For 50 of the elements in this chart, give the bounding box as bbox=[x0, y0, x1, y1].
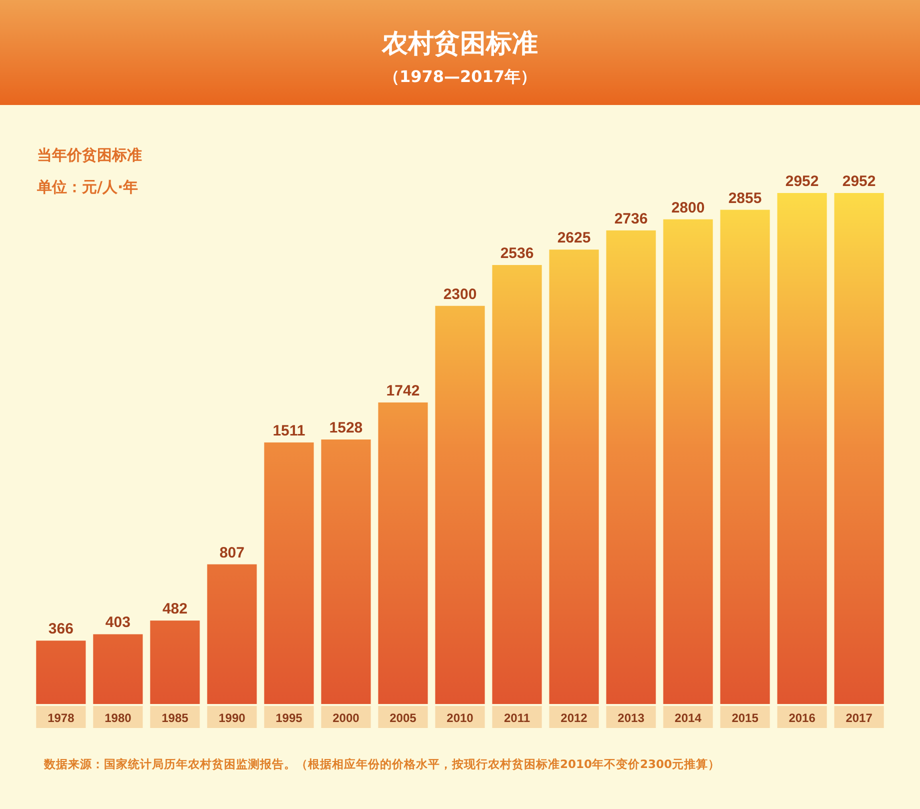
data-label: 1511 bbox=[272, 422, 306, 440]
bar bbox=[93, 634, 143, 704]
x-tick-label: 2015 bbox=[732, 711, 759, 725]
y-axis-title: 当年价贫困标准 bbox=[37, 146, 142, 164]
chart-title: 农村贫困标准 bbox=[381, 29, 538, 59]
annotation: 单位：元/人·年 bbox=[36, 178, 138, 196]
x-tick-label: 2010 bbox=[446, 711, 474, 725]
data-label: 807 bbox=[219, 544, 244, 562]
bar bbox=[378, 402, 428, 704]
bar bbox=[777, 193, 827, 704]
data-label: 1742 bbox=[386, 382, 420, 400]
x-tick-label: 2000 bbox=[332, 711, 360, 725]
x-tick-label: 2017 bbox=[846, 711, 873, 725]
bar bbox=[720, 210, 770, 704]
data-label: 2855 bbox=[728, 190, 762, 207]
x-tick-label: 1990 bbox=[218, 711, 246, 725]
bar bbox=[36, 640, 86, 704]
chart-subtitle: （1978—2017年） bbox=[383, 67, 537, 86]
bar bbox=[606, 230, 656, 704]
bar bbox=[549, 250, 599, 704]
data-label: 2736 bbox=[614, 210, 648, 228]
data-label: 403 bbox=[105, 614, 130, 632]
source-note: 数据来源：国家统计局历年农村贫困监测报告。（根据相应年份的价格水平，按现行农村贫困标准2010年不变价2300元推算） bbox=[43, 757, 720, 771]
data-label: 2952 bbox=[785, 173, 819, 190]
x-tick-label: 2012 bbox=[560, 711, 588, 725]
bar bbox=[150, 620, 200, 704]
x-tick-label: 1995 bbox=[276, 711, 303, 725]
data-label: 2952 bbox=[842, 173, 876, 190]
bar bbox=[492, 265, 542, 704]
data-label: 2300 bbox=[443, 286, 477, 303]
data-label: 2800 bbox=[671, 199, 705, 216]
bar bbox=[834, 193, 884, 704]
x-tick-label: 1978 bbox=[48, 711, 75, 725]
data-label: 2536 bbox=[500, 245, 534, 262]
x-tick-label: 2013 bbox=[618, 711, 645, 725]
x-tick-label: 1980 bbox=[104, 711, 132, 725]
bar bbox=[264, 442, 314, 704]
x-tick-label: 2011 bbox=[504, 711, 530, 725]
bar bbox=[435, 306, 485, 704]
data-label: 482 bbox=[162, 600, 188, 618]
bar bbox=[207, 564, 257, 704]
x-tick-label: 2014 bbox=[674, 711, 702, 725]
bar bbox=[663, 219, 713, 704]
data-label: 2625 bbox=[557, 230, 591, 247]
bar bbox=[321, 440, 371, 704]
x-tick-label: 2016 bbox=[788, 711, 816, 725]
x-tick-label: 1985 bbox=[162, 711, 189, 725]
data-label: 366 bbox=[48, 620, 74, 638]
x-tick-label: 2005 bbox=[390, 711, 417, 725]
data-label: 1528 bbox=[329, 420, 363, 436]
